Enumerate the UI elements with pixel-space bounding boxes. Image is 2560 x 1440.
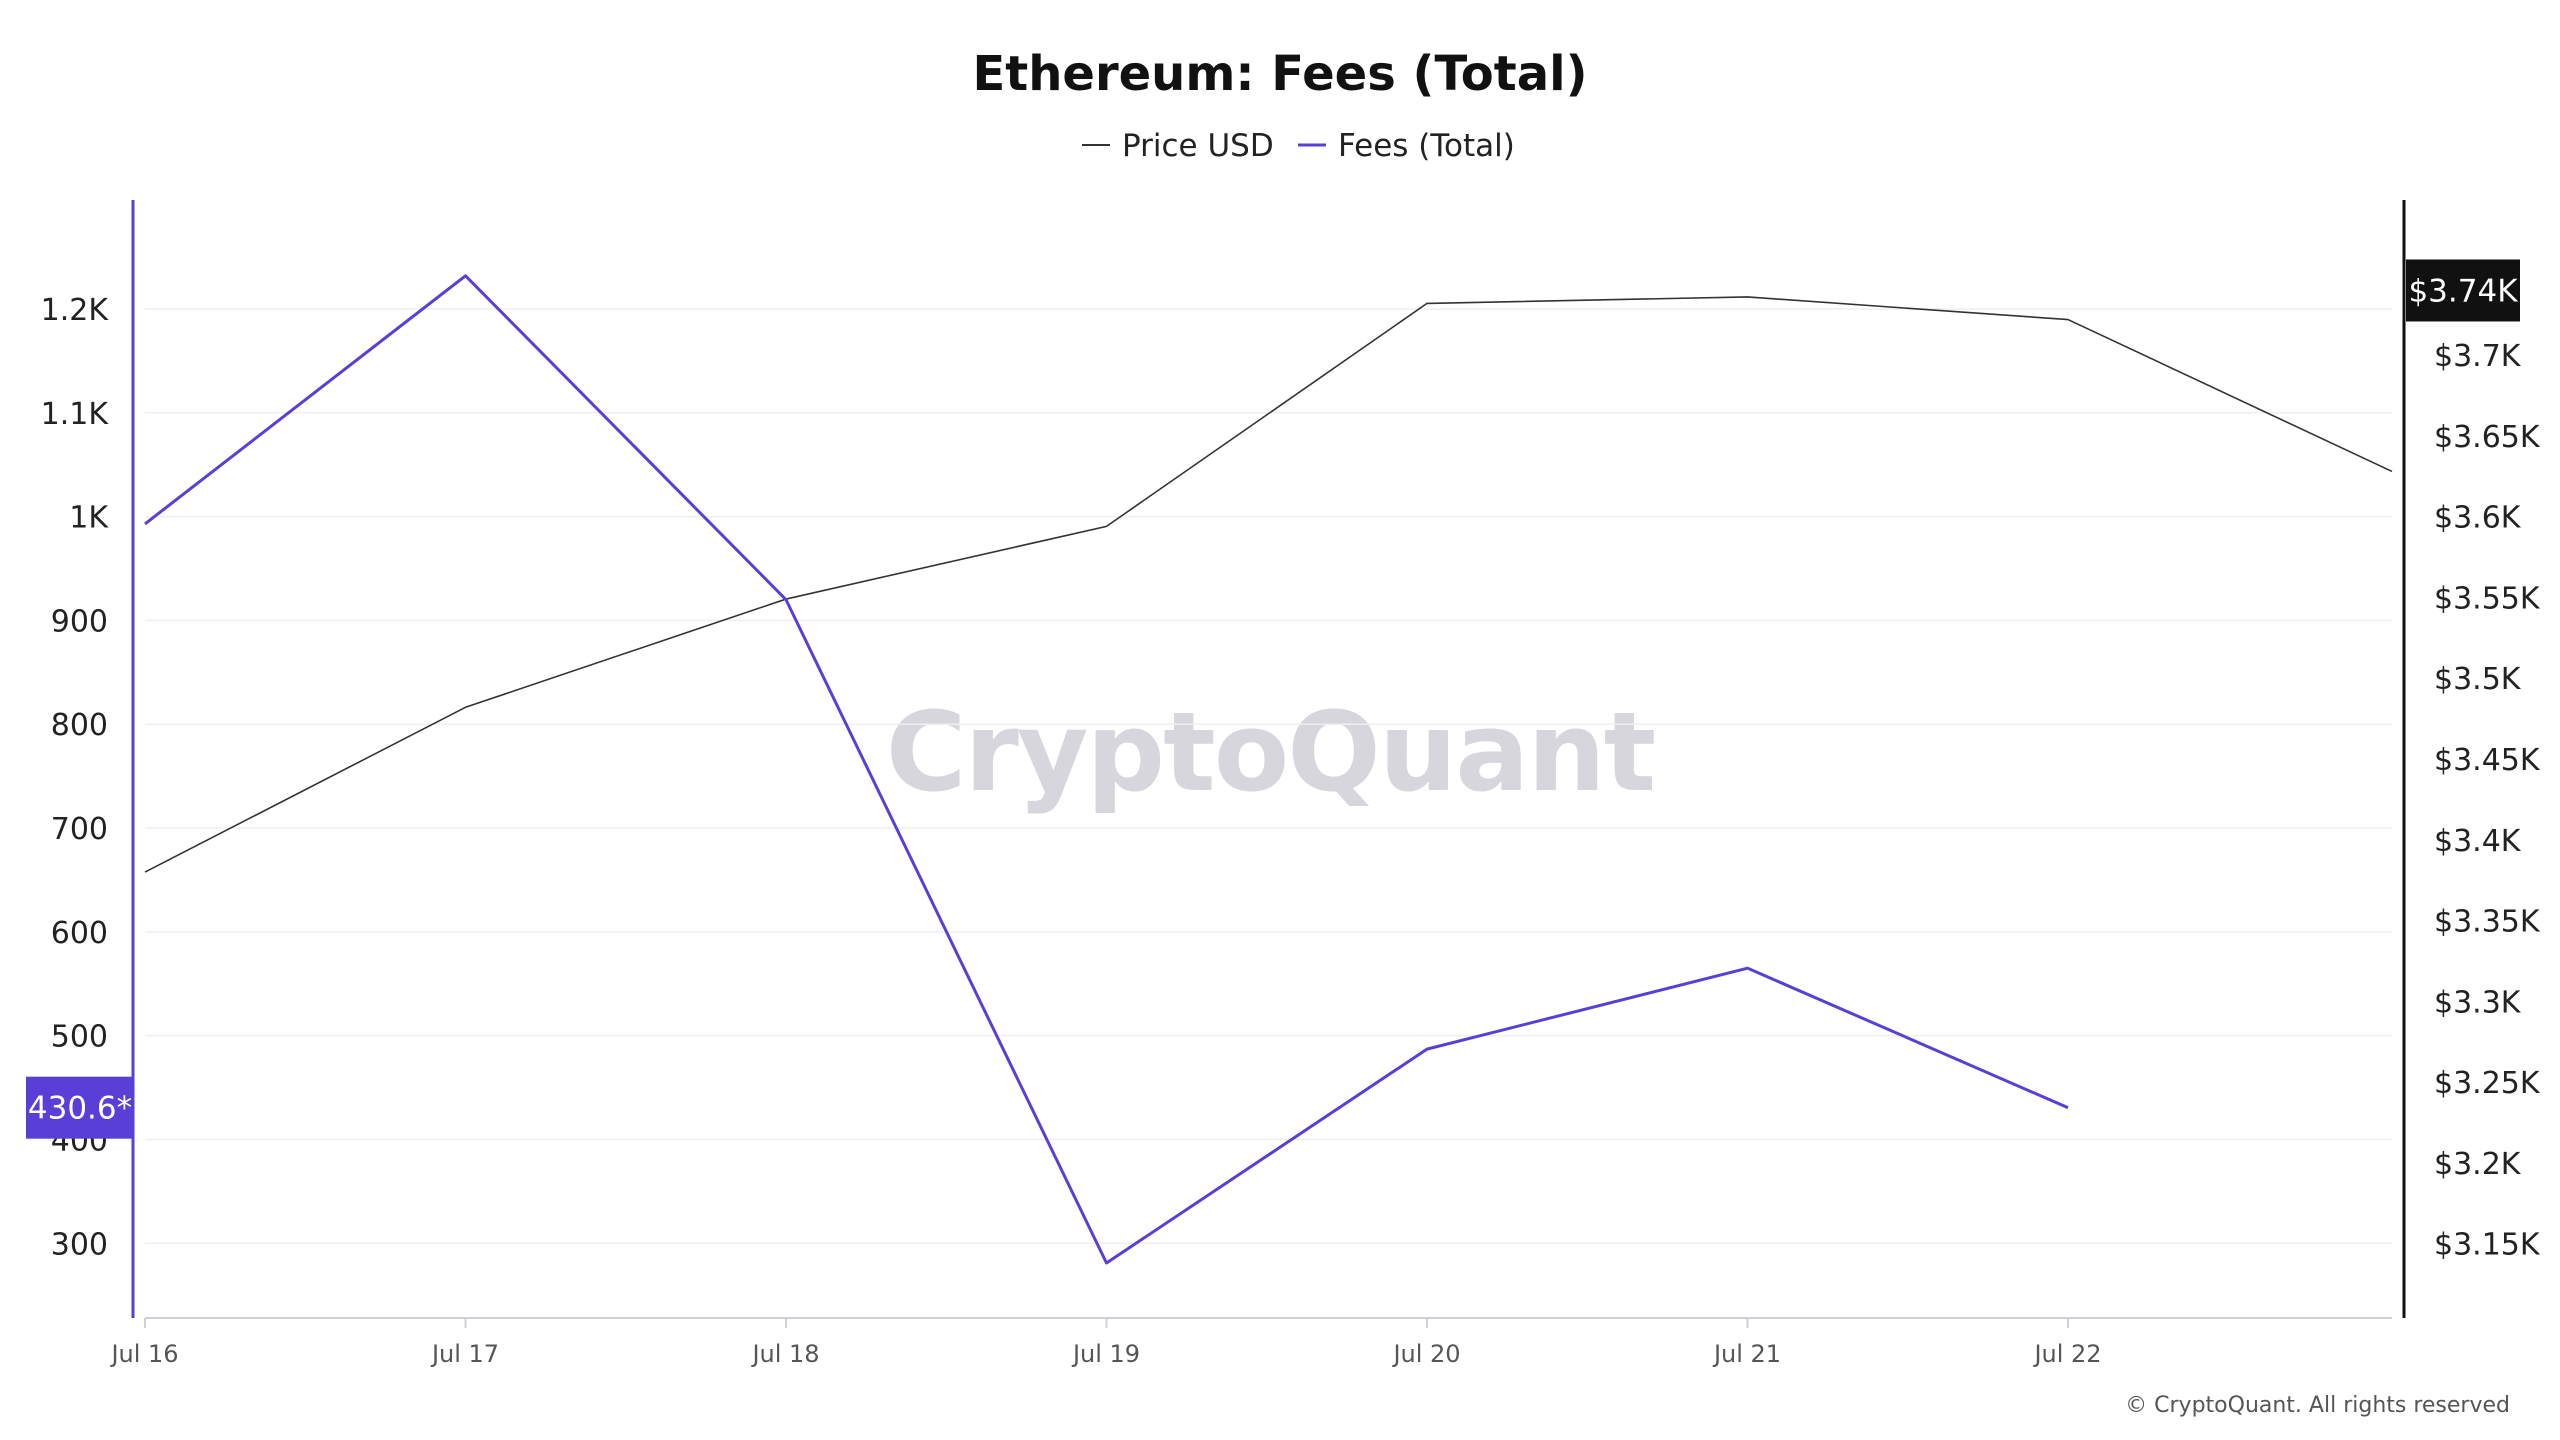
- grid-lines: [145, 308, 2392, 1245]
- left-tick-label: 1.2K: [41, 293, 110, 328]
- left-tick-label: 600: [51, 916, 108, 951]
- legend-label-fees[interactable]: Fees (Total): [1338, 128, 1515, 164]
- x-tick-label: Jul 21: [1712, 1340, 1781, 1368]
- x-tick-label: Jul 19: [1071, 1340, 1140, 1368]
- x-axis-ticks: Jul 16 Jul 17 Jul 18 Jul 19 Jul 20 Jul 21 Jul …: [109, 1318, 2102, 1368]
- right-tick-label: $3.7K: [2434, 339, 2522, 374]
- x-tick-label: Jul 22: [2032, 1340, 2101, 1368]
- x-tick-label: Jul 20: [1391, 1340, 1460, 1368]
- right-tick-label: $3.2K: [2434, 1147, 2522, 1182]
- x-tick-label: Jul 16: [109, 1340, 178, 1368]
- right-tick-label: $3.65K: [2434, 420, 2541, 455]
- left-tick-label: 700: [51, 812, 108, 847]
- right-tick-label: $3.5K: [2434, 662, 2522, 697]
- right-tick-label: $3.15K: [2434, 1228, 2541, 1263]
- price-usd-line[interactable]: [144, 296, 2393, 873]
- right-value-badge: [2406, 259, 2520, 322]
- x-tick-label: Jul 18: [750, 1340, 819, 1368]
- left-tick-label: 1.1K: [41, 397, 110, 432]
- watermark: CryptoQuant: [886, 688, 1655, 816]
- fees-total-line[interactable]: [144, 274, 2069, 1265]
- left-value-badge: [26, 1076, 134, 1139]
- right-axis-ticks: $3.15K $3.2K $3.25K $3.3K $3.35K $3.4K $3.45K $…: [2434, 339, 2541, 1263]
- copyright-text: © CryptoQuant. All rights reserved: [2125, 1393, 2510, 1418]
- left-tick-label: 300: [51, 1227, 108, 1262]
- right-tick-label: $3.4K: [2434, 824, 2522, 859]
- legend-label-price[interactable]: Price USD: [1122, 128, 1274, 164]
- left-tick-label: 500: [51, 1020, 108, 1055]
- left-tick-label: 800: [51, 708, 108, 743]
- right-tick-label: $3.25K: [2434, 1066, 2541, 1101]
- series-lines[interactable]: [144, 274, 2393, 1265]
- right-tick-label: $3.6K: [2434, 501, 2522, 536]
- right-tick-label: $3.3K: [2434, 985, 2522, 1020]
- x-tick-label: Jul 17: [430, 1340, 499, 1368]
- right-tick-label: $3.45K: [2434, 743, 2541, 778]
- right-tick-label: $3.55K: [2434, 581, 2541, 616]
- right-value-badge-label: $3.74K: [2408, 273, 2518, 309]
- chart-title: Ethereum: Fees (Total): [972, 46, 1587, 102]
- value-badges: 430.6* $3.74K: [26, 259, 2520, 1139]
- right-tick-label: $3.35K: [2434, 905, 2541, 940]
- left-tick-label: 1K: [69, 501, 109, 536]
- left-tick-label: 900: [51, 604, 108, 639]
- left-value-badge-label: 430.6*: [28, 1091, 132, 1127]
- legend[interactable]: Price USD Fees (Total): [1082, 128, 1515, 164]
